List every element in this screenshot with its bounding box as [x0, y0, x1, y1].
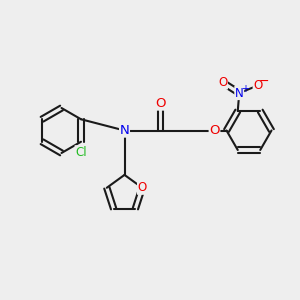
Text: +: + [241, 83, 249, 94]
Text: O: O [209, 124, 220, 137]
Text: O: O [253, 79, 262, 92]
Text: O: O [138, 181, 147, 194]
Text: Cl: Cl [75, 146, 87, 159]
Text: −: − [259, 74, 270, 88]
Text: N: N [120, 124, 129, 137]
Text: O: O [155, 97, 166, 110]
Text: O: O [218, 76, 227, 89]
Text: N: N [235, 86, 244, 100]
